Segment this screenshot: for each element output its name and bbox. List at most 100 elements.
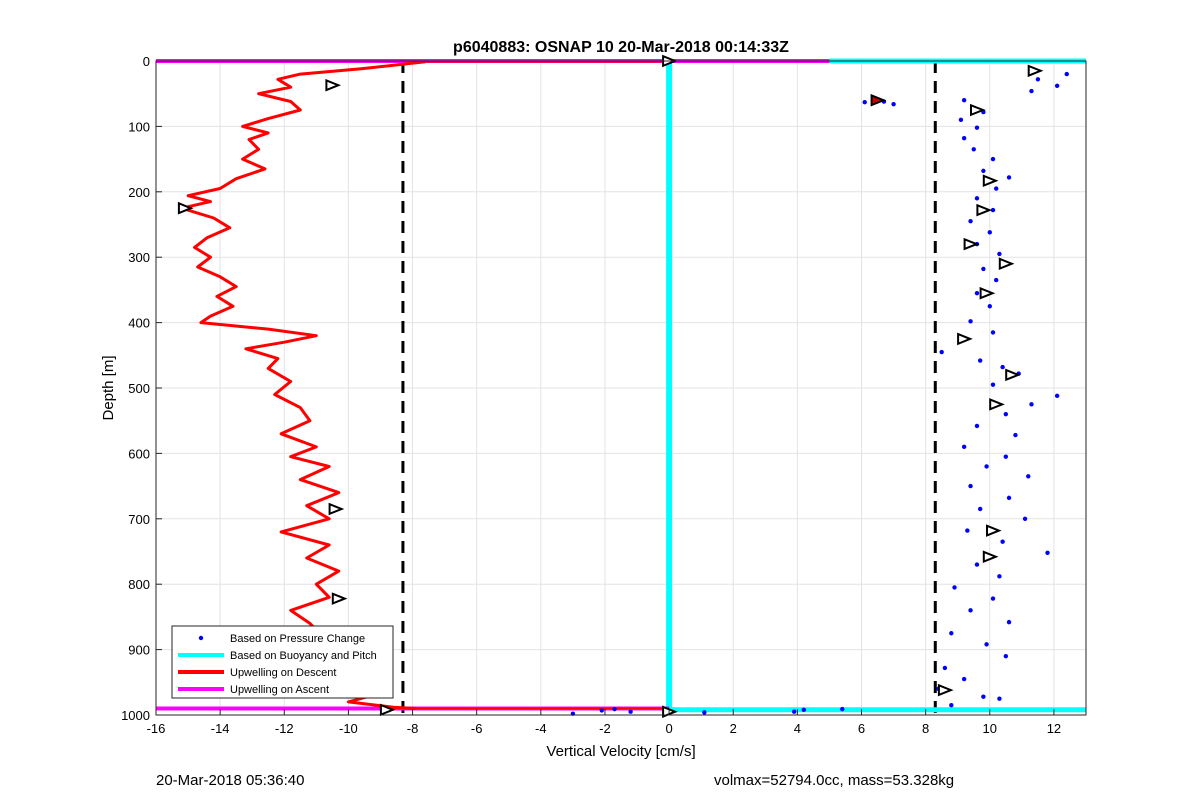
x-axis-label: Vertical Velocity [cm/s]: [546, 743, 695, 760]
pressure-change-point: [961, 135, 967, 141]
pressure-change-point: [984, 642, 989, 647]
y-tick-label: 700: [128, 512, 150, 527]
pressure-change-point: [1003, 454, 1009, 459]
pressure-change-point: [990, 596, 996, 601]
ascent-triangle-marker: [982, 174, 999, 187]
pressure-change-point: [1006, 619, 1012, 625]
ascent-triangle-marker: [957, 332, 973, 346]
pressure-change-point: [974, 290, 980, 296]
pressure-change-point: [1064, 71, 1069, 77]
pressure-change-point: [997, 696, 1002, 701]
pressure-change-point: [1054, 83, 1060, 89]
pressure-change-point: [958, 117, 964, 123]
pressure-change-point: [1054, 393, 1060, 399]
pressure-change-point: [974, 423, 980, 429]
pressure-change-point: [1026, 474, 1031, 479]
y-axis-label: Depth [m]: [100, 355, 117, 420]
y-tick-label: 200: [128, 185, 150, 200]
descent-triangle-marker: [379, 703, 396, 717]
pressure-change-point: [977, 358, 983, 363]
pressure-change-point: [1003, 411, 1009, 417]
pressure-change-point: [968, 219, 973, 224]
ascent-triangle-marker: [986, 524, 1002, 537]
pressure-change-point: [1013, 432, 1018, 438]
pressure-change-point: [1000, 364, 1005, 370]
pressure-change-point: [612, 706, 617, 712]
pressure-change-point: [862, 100, 867, 105]
y-tick-label: 1000: [121, 708, 150, 723]
pressure-change-point: [1022, 516, 1028, 521]
pressure-change-point: [952, 585, 957, 590]
pressure-change-point: [974, 562, 980, 567]
legend-label: Based on Pressure Change: [230, 633, 365, 645]
y-tick-label: 300: [128, 250, 150, 265]
pressure-change-point: [891, 101, 896, 107]
pressure-change-point: [939, 349, 944, 355]
y-tick-label: 500: [128, 381, 150, 396]
pressure-change-point: [974, 125, 980, 130]
y-tick-label: 600: [128, 446, 150, 461]
pressure-change-point: [981, 168, 986, 174]
x-tick-label: 4: [794, 721, 801, 736]
pressure-change-point: [801, 707, 806, 712]
descent-triangle-marker: [325, 78, 342, 92]
y-tick-label: 100: [128, 119, 150, 134]
pressure-change-point: [997, 574, 1002, 579]
pressure-change-point: [990, 330, 996, 335]
pressure-change-point: [1029, 88, 1034, 94]
descent-triangle-marker: [331, 592, 348, 605]
ascent-triangle-marker: [970, 103, 986, 117]
reference-lines: [401, 61, 937, 715]
ascent-triangle-marker: [976, 203, 993, 217]
pressure-change-point: [961, 444, 967, 450]
pressure-change-point: [974, 196, 980, 201]
legend-swatch: [198, 635, 204, 641]
legend-box: [171, 625, 394, 699]
pressure-change-point: [987, 230, 992, 235]
x-tick-label: 6: [858, 721, 865, 736]
pressure-change-point: [791, 709, 797, 714]
ascent-triangle-marker: [1027, 64, 1044, 78]
pressure-change-point: [942, 665, 948, 671]
y-tick-label: 900: [128, 643, 150, 658]
ascent-triangle-marker: [998, 257, 1015, 270]
ascent-triangle-marker: [963, 237, 980, 251]
legend-label: Upwelling on Descent: [230, 667, 336, 679]
x-tick-label: 2: [730, 721, 737, 736]
upwelling-descent-line: [180, 60, 426, 710]
pressure-change-point: [949, 702, 954, 708]
pressure-change-point: [1035, 77, 1041, 82]
pressure-change-point: [968, 483, 973, 489]
pressure-change-point: [961, 98, 967, 103]
pressure-change-point: [977, 506, 983, 512]
x-tick-label: 8: [922, 721, 929, 736]
pressure-change-point: [599, 708, 604, 713]
ascent-triangle-marker: [979, 286, 996, 300]
pressure-change-point: [840, 706, 845, 712]
pressure-change-point: [1006, 175, 1012, 180]
pressure-change-point: [984, 464, 989, 469]
pressure-change-point: [949, 631, 954, 636]
x-tick-label: -10: [339, 721, 358, 736]
pressure-change-point: [997, 251, 1002, 257]
footer-volmax-mass: volmax=52794.0cc, mass=53.328kg: [714, 772, 955, 789]
pressure-change-point: [961, 676, 967, 682]
pressure-change-point: [968, 608, 973, 613]
red-triangle-marker: [870, 93, 887, 107]
pressure-change-point: [981, 694, 986, 699]
descent-triangle-marker: [177, 201, 194, 215]
pressure-change-point: [1006, 495, 1012, 501]
ascent-triangle-marker: [937, 683, 954, 697]
pressure-change-point: [987, 304, 992, 309]
legend: Based on Pressure Change Based on Buoyanc…: [171, 625, 394, 699]
x-tick-label: 12: [1047, 721, 1061, 736]
pressure-change-point: [1029, 402, 1034, 407]
pressure-change-point: [994, 277, 999, 283]
legend-label: Upwelling on Ascent: [230, 684, 329, 696]
pressure-change-point: [981, 266, 986, 272]
pressure-change-point: [990, 207, 996, 213]
pressure-change-point: [1000, 539, 1005, 544]
x-tick-label: -14: [211, 721, 230, 736]
pressure-change-point: [971, 147, 976, 152]
